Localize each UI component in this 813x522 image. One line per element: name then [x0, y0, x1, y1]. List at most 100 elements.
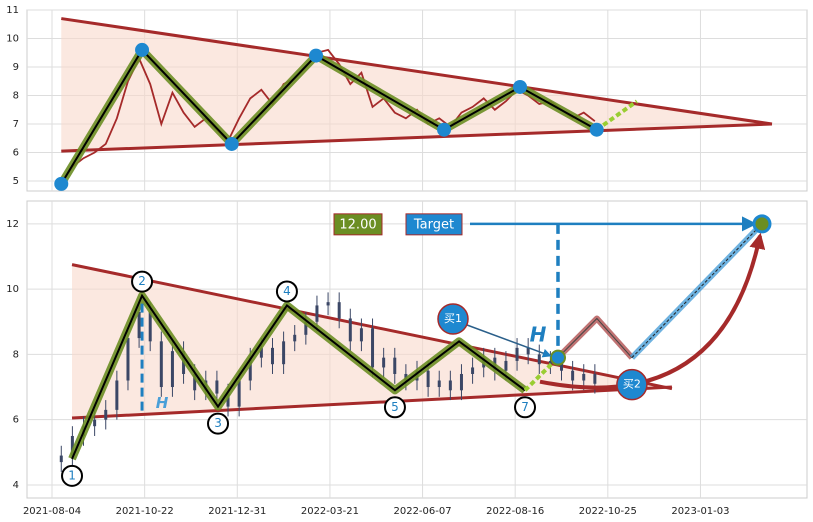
candle-body	[382, 357, 386, 368]
pattern-label: 3	[214, 416, 222, 430]
pivot	[589, 122, 604, 137]
curve-arrow	[539, 232, 766, 390]
candle-body	[282, 341, 286, 365]
candle-body	[170, 351, 174, 388]
height-label-small: H	[156, 394, 169, 412]
candle-body	[259, 347, 263, 358]
pattern-label: 4	[283, 284, 291, 298]
candle-body	[315, 305, 319, 322]
pattern-label: 2	[138, 274, 146, 288]
y-tick-label: 6	[13, 148, 19, 159]
triangle-upper	[61, 17, 773, 126]
candle-body	[137, 311, 141, 339]
buy-circle	[437, 303, 469, 335]
candle-body	[59, 455, 63, 463]
pattern-label-circle	[514, 396, 537, 419]
target-core	[631, 223, 763, 359]
x-tick-label: 2023-01-03	[671, 506, 729, 517]
candle-body	[348, 318, 352, 342]
triangle-lower	[61, 122, 773, 153]
y-tick-label: 4	[13, 480, 19, 491]
candle-body	[448, 380, 452, 391]
projection	[595, 99, 639, 132]
buy-circle	[616, 368, 648, 401]
candle-body	[248, 357, 252, 381]
y-tick-label: 9	[13, 62, 19, 73]
candle-body	[515, 347, 519, 361]
target-point	[752, 214, 772, 234]
candle-body	[548, 360, 552, 365]
candle-body	[115, 380, 119, 410]
pattern-label-circle	[275, 280, 298, 303]
candle-body	[215, 380, 219, 394]
y-tick-label: 7	[13, 119, 19, 130]
y-tick-label: 12	[6, 219, 19, 230]
candle-body	[126, 338, 130, 381]
x-tick-label: 2022-06-07	[393, 506, 451, 517]
candle-body	[337, 302, 341, 319]
candle-body	[526, 347, 530, 355]
pivot	[54, 176, 69, 191]
zigzag-inner	[71, 293, 526, 460]
candle-body	[226, 393, 230, 407]
buy-label: 买1	[444, 312, 462, 325]
pivot	[224, 136, 239, 151]
candle-body	[326, 302, 330, 306]
pattern-label: 7	[521, 400, 529, 414]
candle-body	[359, 328, 363, 342]
x-tick-label: 2022-10-25	[579, 506, 637, 517]
target-label: Target	[413, 217, 454, 232]
forecast-core	[557, 317, 633, 359]
candle-body	[70, 435, 74, 456]
target-box	[405, 213, 463, 236]
pattern-label-circle	[207, 412, 230, 435]
y-tick-label: 5	[13, 176, 19, 187]
y-tick-label: 8	[13, 349, 19, 360]
y-tick-label: 10	[6, 284, 19, 295]
buy-link	[466, 324, 552, 358]
x-tick-label: 2021-10-22	[116, 506, 174, 517]
triangle-upper	[71, 263, 673, 391]
candle-body	[393, 357, 397, 374]
pivot	[513, 79, 528, 94]
y-tick-label: 10	[6, 34, 19, 45]
candle-body	[571, 370, 575, 381]
candle-body	[459, 373, 463, 391]
candle-body	[593, 373, 597, 384]
height-label: H	[530, 322, 547, 346]
candle-body	[148, 311, 152, 342]
candle-body	[582, 373, 586, 381]
candle-body	[104, 409, 108, 420]
breakout-point	[549, 349, 566, 366]
y-tick-label: 8	[13, 91, 19, 102]
y-tick-label: 6	[13, 415, 19, 426]
x-tick-label: 2022-03-21	[301, 506, 359, 517]
candle-body	[193, 373, 197, 391]
candle-body	[371, 328, 375, 368]
pivot	[437, 122, 452, 137]
candle-body	[304, 321, 308, 335]
pattern-label-circle	[383, 396, 406, 419]
triangle-lower	[71, 385, 673, 420]
candle-body	[471, 367, 475, 374]
pivot	[309, 48, 324, 63]
buy-label: 买2	[623, 378, 641, 391]
candle-body	[159, 341, 163, 388]
x-tick-label: 2022-08-16	[486, 506, 544, 517]
candle-body	[237, 380, 241, 407]
candle-body	[504, 360, 508, 371]
x-tick-label: 2021-12-31	[208, 506, 266, 517]
y-tick-label: 11	[6, 5, 19, 16]
candle-body	[426, 370, 430, 388]
target-price-box	[333, 213, 383, 236]
target-price-label: 12.00	[339, 217, 376, 232]
candle-body	[293, 334, 297, 342]
candle-body	[437, 380, 441, 388]
pattern-label-circle	[61, 464, 84, 487]
candle-body	[270, 347, 274, 365]
price-line	[60, 48, 596, 185]
candle-body	[93, 419, 97, 427]
pivot	[135, 42, 150, 57]
pattern-label: 1	[68, 468, 76, 482]
